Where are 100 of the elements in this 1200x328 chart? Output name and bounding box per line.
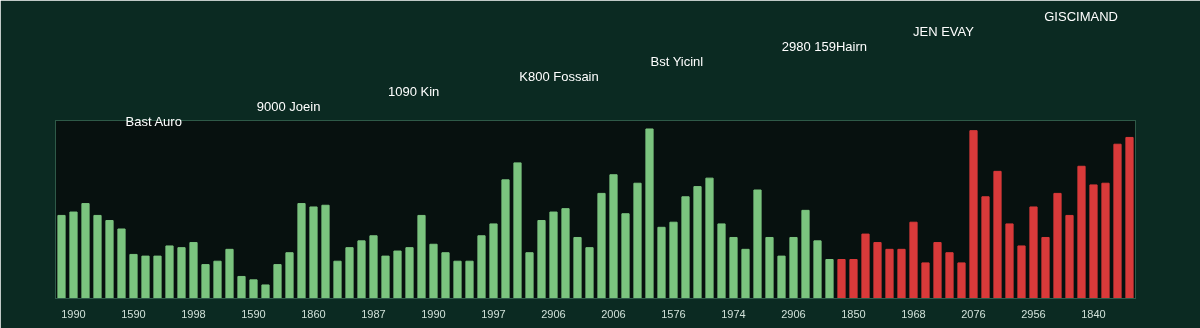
bar	[225, 248, 234, 299]
bar	[789, 236, 798, 299]
bar	[441, 252, 450, 299]
bar	[273, 264, 282, 299]
bar	[1077, 165, 1086, 299]
bar	[573, 236, 582, 299]
bar	[429, 243, 438, 299]
text: GISCIMAND	[1044, 9, 1118, 24]
bar	[849, 259, 858, 299]
bar	[909, 221, 918, 299]
bar	[249, 279, 258, 299]
x-tick-label: 2006	[601, 307, 626, 320]
bar	[1017, 245, 1026, 299]
text: 1090 Kin	[388, 84, 440, 99]
x-tick-label: 2076	[961, 307, 986, 320]
bar	[261, 284, 270, 299]
x-tick-label: 1850	[841, 307, 866, 320]
bar	[153, 255, 162, 299]
bar	[897, 248, 906, 299]
bar	[873, 242, 882, 299]
x-tick-label: 1987	[361, 307, 386, 320]
text: Bst Yicinl	[650, 54, 704, 69]
bar	[105, 220, 114, 299]
bar	[93, 214, 102, 299]
bar	[609, 174, 618, 299]
bar	[777, 255, 786, 299]
bar	[753, 189, 762, 299]
bar	[921, 262, 930, 299]
bar	[801, 209, 810, 299]
bar	[993, 170, 1002, 299]
bar	[69, 211, 78, 299]
bar	[825, 259, 834, 299]
bar	[705, 177, 714, 299]
bar	[621, 213, 630, 299]
bar	[1125, 136, 1134, 299]
bar	[513, 162, 522, 299]
x-tick-label: 1997	[481, 307, 506, 320]
bar	[405, 247, 414, 299]
bar	[957, 262, 966, 299]
bar	[981, 196, 990, 299]
bar	[537, 220, 546, 299]
bar	[129, 253, 138, 299]
bar	[969, 130, 978, 299]
bar	[837, 259, 846, 299]
x-tick-label: 1576	[661, 307, 686, 320]
x-tick-label: 2906	[541, 307, 566, 320]
x-tick-label: 1998	[181, 307, 206, 320]
bar	[309, 206, 318, 299]
bar	[633, 182, 642, 299]
bar	[1005, 223, 1014, 299]
bar	[465, 260, 474, 299]
x-tick-label: 1590	[121, 307, 146, 320]
x-tick-label: 1990	[421, 307, 446, 320]
bar	[681, 196, 690, 299]
bar	[117, 228, 126, 299]
bar	[477, 235, 486, 299]
bar	[741, 248, 750, 299]
x-tick-label: 1860	[301, 307, 326, 320]
bar	[885, 248, 894, 299]
bar	[549, 211, 558, 299]
bar	[417, 214, 426, 299]
bar	[321, 204, 330, 299]
x-tick-label: 2956	[1021, 307, 1046, 320]
bar	[189, 242, 198, 299]
x-tick-label: 1990	[61, 307, 86, 320]
bar	[369, 235, 378, 299]
bar	[501, 179, 510, 299]
bar	[693, 186, 702, 299]
bar	[585, 247, 594, 299]
bar	[765, 236, 774, 299]
bar	[1089, 184, 1098, 299]
bar	[213, 260, 222, 299]
bar	[1101, 182, 1110, 299]
bar	[393, 250, 402, 299]
text: 2980 159Hairn	[781, 39, 868, 54]
bar	[1029, 206, 1038, 299]
bar	[345, 247, 354, 299]
bar	[177, 247, 186, 299]
bar	[813, 240, 822, 299]
bar	[945, 252, 954, 299]
bar	[201, 264, 210, 299]
bar	[933, 242, 942, 299]
bar	[357, 240, 366, 299]
bar	[1113, 143, 1122, 299]
bar	[141, 255, 150, 299]
bar	[81, 203, 90, 299]
bar	[285, 252, 294, 299]
bar	[561, 208, 570, 299]
x-tick-label: 1590	[241, 307, 266, 320]
text: JEN EVAY	[913, 24, 975, 39]
bar	[333, 260, 342, 299]
text: K800 Fossain	[519, 69, 599, 84]
bar	[729, 236, 738, 299]
bar	[237, 275, 246, 299]
x-tick-label: 1968	[901, 307, 926, 320]
bar	[57, 214, 66, 299]
bar	[645, 128, 654, 299]
bar	[717, 223, 726, 299]
bar	[1041, 236, 1050, 299]
x-tick-label: 1840	[1081, 307, 1106, 320]
